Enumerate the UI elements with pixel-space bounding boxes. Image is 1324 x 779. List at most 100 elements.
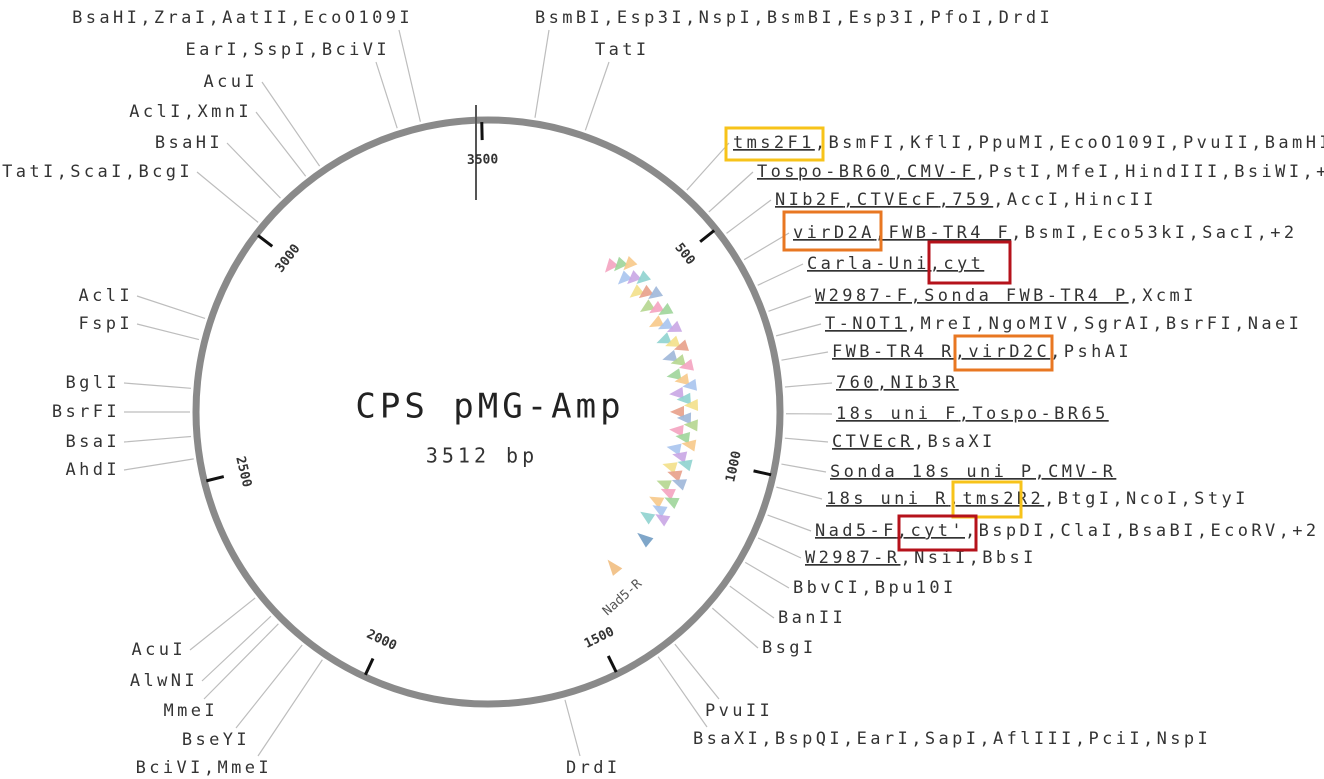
backbone-circle bbox=[192, 116, 784, 708]
leader-line bbox=[743, 232, 790, 261]
primer-name: ,Sonda FWB-TR4 P bbox=[910, 286, 1128, 306]
tick-mark bbox=[606, 655, 618, 673]
site-name: MmeI bbox=[163, 701, 218, 721]
site-label: W2987-R,NsiI,BbsI bbox=[805, 548, 1037, 568]
site-name: ,+2 bbox=[1257, 223, 1298, 243]
site-label: BsgI bbox=[762, 638, 817, 658]
feature-arrow bbox=[666, 368, 682, 380]
primer-name: ,NIb3R bbox=[877, 373, 959, 393]
feature-arrow bbox=[677, 459, 693, 472]
leader-line bbox=[196, 171, 259, 223]
site-label: AhdI bbox=[65, 460, 120, 480]
site-name: ,MfeI bbox=[1043, 162, 1111, 182]
site-name: ,BspQI bbox=[761, 729, 843, 749]
site-name: ,PvuII bbox=[1169, 133, 1251, 153]
highlight-box bbox=[927, 240, 1012, 285]
feature-arrow bbox=[666, 320, 683, 332]
leader-line bbox=[201, 615, 272, 682]
primer-name: 760 bbox=[836, 373, 877, 393]
site-name: ,BsaXI bbox=[914, 432, 996, 452]
feature-arrow bbox=[640, 511, 656, 525]
site-name: ,HindIII bbox=[1112, 162, 1221, 182]
site-name: ,Eco53kI bbox=[1079, 223, 1188, 243]
site-label: MmeI bbox=[163, 701, 218, 721]
primer-name: FWB-TR4 R bbox=[832, 342, 955, 362]
feature-arrow bbox=[683, 419, 698, 432]
tick-mark bbox=[364, 657, 375, 676]
site-name: ,SacI bbox=[1188, 223, 1256, 243]
site-name: ,HincII bbox=[1061, 190, 1156, 210]
feature-arrow bbox=[627, 270, 642, 285]
site-label: BanII bbox=[778, 608, 846, 628]
leader-line bbox=[729, 585, 775, 619]
site-name: ,DrdI bbox=[985, 8, 1053, 28]
site-name: BsgI bbox=[762, 638, 817, 658]
primer-name: ,virD2C bbox=[955, 342, 1050, 362]
site-label: AcuI bbox=[203, 72, 258, 92]
site-name: ,EarI bbox=[843, 729, 911, 749]
site-labels: tms2F1,BsmFI,KflI,PpuMI,EcoO109I,PvuII,B… bbox=[2, 8, 1324, 778]
primer-name: NIb2F bbox=[775, 190, 843, 210]
site-name: ,XcmI bbox=[1129, 286, 1197, 306]
site-name: ,BbsI bbox=[969, 548, 1037, 568]
primer-name: ,tms2R2 bbox=[949, 489, 1044, 509]
feature-arrow bbox=[660, 488, 676, 501]
feature-arrow bbox=[662, 462, 678, 474]
highlight-box bbox=[953, 334, 1054, 372]
site-name: ,ClaI bbox=[1047, 521, 1115, 541]
site-name: BsaXI bbox=[693, 729, 761, 749]
feature-arrow bbox=[672, 451, 688, 464]
site-label: NIb2F,CTVEcF,759,AccI,HincII bbox=[775, 190, 1157, 210]
site-label: AcuI bbox=[131, 640, 186, 660]
site-name: ,XmnI bbox=[184, 102, 252, 122]
feature-arrow bbox=[636, 270, 652, 285]
site-name: ,+2 bbox=[1302, 162, 1324, 182]
site-name: BsrFI bbox=[52, 402, 120, 422]
feature-arrow bbox=[649, 300, 665, 314]
feature-arrow bbox=[640, 299, 656, 312]
leader-line bbox=[757, 537, 802, 559]
primer-name: ,759 bbox=[939, 190, 994, 210]
leader-line bbox=[775, 323, 822, 337]
site-label: BsaXI,BspQI,EarI,SapI,AflIII,PciI,NspI bbox=[693, 729, 1211, 749]
site-label: BbvCI,Bpu10I bbox=[793, 578, 957, 598]
site-name: ,BsmI bbox=[1011, 223, 1079, 243]
leader-line bbox=[226, 142, 281, 199]
leader-line bbox=[534, 29, 550, 118]
leader-line bbox=[123, 382, 191, 389]
site-name: ,NsiI bbox=[900, 548, 968, 568]
primer-name: 18s uni F bbox=[836, 404, 959, 424]
leader-line bbox=[584, 61, 610, 131]
tick-label: 3500 bbox=[467, 152, 499, 168]
leader-line bbox=[781, 463, 827, 473]
site-name: ,ScaI bbox=[57, 162, 125, 182]
site-label: AlwNI bbox=[130, 671, 198, 691]
site-label: BsmBI,Esp3I,NspI,BsmBI,Esp3I,PfoI,DrdI bbox=[535, 8, 1053, 28]
site-label: 18s uni R,tms2R2,BtgI,NcoI,StyI bbox=[826, 489, 1249, 509]
site-name: ,BsiWI bbox=[1221, 162, 1303, 182]
leader-line bbox=[136, 323, 200, 341]
leader-line bbox=[261, 81, 321, 167]
leader-line bbox=[189, 597, 256, 651]
site-name: ,KflI bbox=[897, 133, 965, 153]
leader-line bbox=[235, 644, 303, 729]
feature-arrow bbox=[657, 317, 674, 330]
site-name: ,Esp3I bbox=[835, 8, 917, 28]
site-name: ,AflIII bbox=[979, 729, 1074, 749]
site-name: ,StyI bbox=[1181, 489, 1249, 509]
site-name: ,MreI bbox=[907, 314, 975, 334]
feature-arrow bbox=[675, 432, 691, 444]
feature-arrow bbox=[637, 532, 654, 548]
feature-arrow bbox=[623, 256, 638, 271]
feature-arrow bbox=[664, 497, 680, 509]
site-label: PvuII bbox=[705, 701, 773, 721]
feature-arrow bbox=[629, 284, 645, 298]
feature-arrow bbox=[656, 480, 672, 492]
primer-name: W2987-F bbox=[815, 286, 910, 306]
leader-line bbox=[123, 458, 194, 471]
site-name: ,Esp3I bbox=[603, 8, 685, 28]
feature-arrow bbox=[666, 443, 682, 456]
site-name: TatI bbox=[2, 162, 57, 182]
primer-name: tms2F1 bbox=[733, 133, 815, 153]
leader-line bbox=[776, 486, 823, 500]
